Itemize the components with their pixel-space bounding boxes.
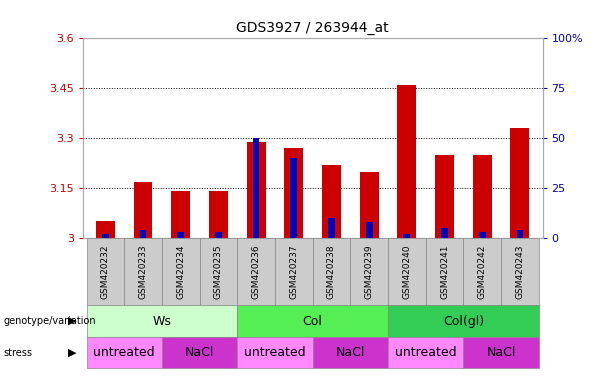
Bar bbox=[328, 218, 335, 238]
Bar bbox=[511, 128, 529, 238]
Text: ▶: ▶ bbox=[68, 348, 77, 358]
Bar bbox=[134, 182, 153, 238]
Text: GSM420242: GSM420242 bbox=[478, 245, 487, 299]
Text: GSM420243: GSM420243 bbox=[516, 245, 524, 299]
Bar bbox=[441, 228, 448, 238]
Text: GSM420237: GSM420237 bbox=[289, 244, 299, 299]
Text: GSM420238: GSM420238 bbox=[327, 244, 336, 299]
Bar bbox=[291, 158, 297, 238]
Bar bbox=[209, 192, 228, 238]
Text: NaCl: NaCl bbox=[486, 346, 516, 359]
Bar bbox=[322, 165, 341, 238]
Text: untreated: untreated bbox=[244, 346, 306, 359]
Text: GSM420236: GSM420236 bbox=[251, 244, 261, 299]
Text: Ws: Ws bbox=[153, 314, 171, 328]
Text: GSM420239: GSM420239 bbox=[365, 244, 374, 299]
Text: GSM420233: GSM420233 bbox=[139, 244, 148, 299]
Bar bbox=[177, 232, 184, 238]
Bar bbox=[360, 172, 379, 238]
Text: GSM420235: GSM420235 bbox=[214, 244, 223, 299]
Text: stress: stress bbox=[3, 348, 32, 358]
Text: Col: Col bbox=[303, 314, 322, 328]
Bar bbox=[284, 148, 303, 238]
Text: NaCl: NaCl bbox=[185, 346, 215, 359]
Bar bbox=[215, 232, 222, 238]
Bar bbox=[140, 230, 147, 238]
Text: genotype/variation: genotype/variation bbox=[3, 316, 96, 326]
Text: GSM420234: GSM420234 bbox=[176, 245, 185, 299]
Bar bbox=[102, 234, 109, 238]
Text: GSM420240: GSM420240 bbox=[402, 245, 411, 299]
Bar bbox=[96, 222, 115, 238]
Bar bbox=[253, 138, 259, 238]
Text: GSM420241: GSM420241 bbox=[440, 245, 449, 299]
Bar bbox=[366, 222, 373, 238]
Bar bbox=[403, 234, 410, 238]
Bar bbox=[397, 85, 416, 238]
Bar bbox=[246, 142, 265, 238]
Text: GSM420232: GSM420232 bbox=[101, 245, 110, 299]
Bar bbox=[473, 155, 492, 238]
Text: untreated: untreated bbox=[395, 346, 457, 359]
Text: untreated: untreated bbox=[93, 346, 155, 359]
Bar bbox=[171, 192, 190, 238]
Title: GDS3927 / 263944_at: GDS3927 / 263944_at bbox=[237, 21, 389, 35]
Bar bbox=[479, 232, 485, 238]
Bar bbox=[517, 230, 524, 238]
Bar bbox=[435, 155, 454, 238]
Text: ▶: ▶ bbox=[68, 316, 77, 326]
Text: NaCl: NaCl bbox=[336, 346, 365, 359]
Text: Col(gl): Col(gl) bbox=[443, 314, 484, 328]
